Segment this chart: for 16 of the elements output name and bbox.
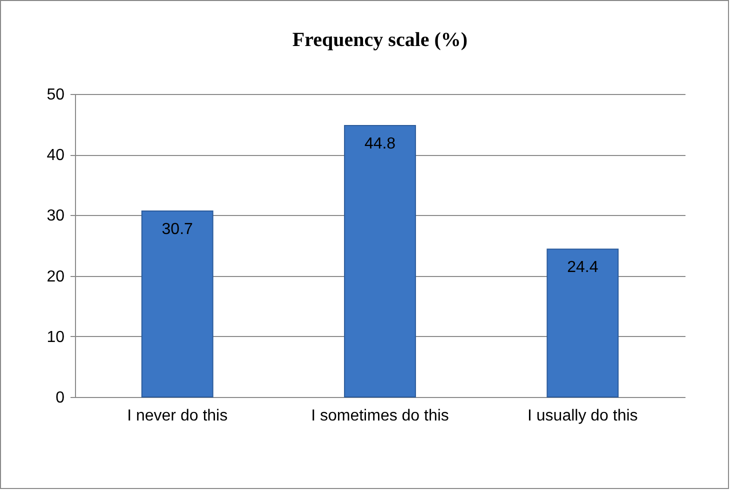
chart-title: Frequency scale (%) [292,29,468,51]
bar [344,125,416,398]
y-tick-label: 0 [56,390,65,406]
y-tick-label: 30 [46,208,65,225]
data-label: 30.7 [162,220,194,238]
x-tick-label: I never do this [127,408,228,424]
y-tick-label: 40 [46,147,65,164]
x-tick-label: I usually do this [528,408,638,424]
x-tick-label: I sometimes do this [311,408,449,424]
data-label: 44.8 [364,136,396,153]
bar [141,210,214,398]
data-label: 24.4 [567,259,598,276]
y-tick-label: 10 [46,328,65,346]
bar [546,248,619,398]
y-tick-label: 20 [46,268,65,286]
y-tick-label: 50 [46,86,65,104]
